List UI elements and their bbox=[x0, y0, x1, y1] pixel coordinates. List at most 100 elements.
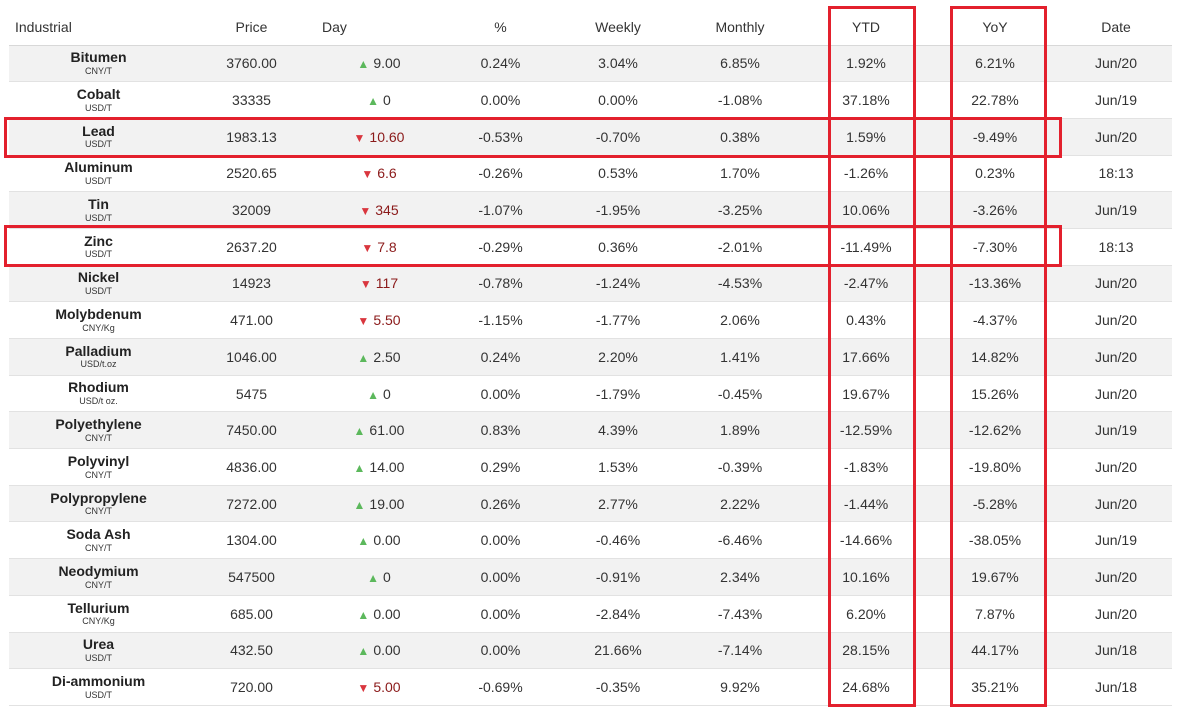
col-header-ytd[interactable]: YTD bbox=[802, 9, 930, 46]
commodity-cell[interactable]: Polyvinyl CNY/T bbox=[9, 448, 188, 486]
price-cell: 471.00 bbox=[188, 301, 315, 339]
triangle-down-icon: ▼ bbox=[361, 240, 374, 255]
ytd-cell: 37.18% bbox=[802, 81, 930, 119]
commodity-name[interactable]: Di-ammonium bbox=[51, 672, 146, 689]
commodity-name[interactable]: Bitumen bbox=[70, 49, 127, 66]
col-header-pct[interactable]: % bbox=[443, 9, 558, 46]
commodity-cell[interactable]: Molybdenum CNY/Kg bbox=[9, 301, 188, 339]
table-row[interactable]: Soda Ash CNY/T 1304.00 ▲ 0.00 0.00% -0.46% -6.4… bbox=[9, 521, 1172, 559]
commodity-name[interactable]: Rhodium bbox=[68, 379, 129, 396]
date-cell: Jun/20 bbox=[1060, 118, 1172, 156]
commodity-cell[interactable]: Urea USD/T bbox=[9, 632, 188, 669]
commodity-name[interactable]: Tin bbox=[88, 196, 109, 213]
monthly-cell: 9.92% bbox=[678, 668, 802, 706]
commodity-name[interactable]: Polypropylene bbox=[50, 489, 147, 506]
commodity-cell[interactable]: Zinc USD/T bbox=[9, 228, 188, 266]
day-change-cell: ▲ 0 bbox=[315, 81, 443, 119]
commodity-name[interactable]: Polyvinyl bbox=[67, 452, 130, 469]
commodity-cell[interactable]: Tin USD/T bbox=[9, 191, 188, 229]
yoy-cell: 14.82% bbox=[930, 338, 1060, 376]
table-header-row: Industrial Price Day % Weekly Monthly YT… bbox=[9, 9, 1172, 46]
table-row[interactable]: Nickel USD/T 14923 ▼ 117 -0.78% -1.24% -4.53% -2… bbox=[9, 265, 1172, 302]
commodity-name[interactable]: Lead bbox=[82, 122, 115, 139]
table-row[interactable]: Neodymium CNY/T 547500 ▲ 0 0.00% -0.91% 2.34% 10… bbox=[9, 558, 1172, 596]
day-change-cell: ▲ 0 bbox=[315, 375, 443, 412]
commodity-cell[interactable]: Bitumen CNY/T bbox=[9, 45, 188, 82]
table-row[interactable]: Molybdenum CNY/Kg 471.00 ▼ 5.50 -1.15% -1.77% 2… bbox=[9, 301, 1172, 339]
commodity-name[interactable]: Soda Ash bbox=[66, 526, 131, 543]
commodity-cell[interactable]: Rhodium USD/t oz. bbox=[9, 375, 188, 412]
price-cell: 1304.00 bbox=[188, 521, 315, 559]
monthly-cell: -7.14% bbox=[678, 632, 802, 669]
table-row[interactable]: Aluminum USD/T 2520.65 ▼ 6.6 -0.26% 0.53% 1.70%… bbox=[9, 155, 1172, 192]
table-row[interactable]: Tellurium CNY/Kg 685.00 ▲ 0.00 0.00% -2.84% -7.… bbox=[9, 595, 1172, 632]
commodity-unit: USD/T bbox=[85, 249, 112, 260]
commodity-unit: USD/T bbox=[85, 102, 112, 113]
day-change-cell: ▼ 6.6 bbox=[315, 155, 443, 192]
table-row[interactable]: Rhodium USD/t oz. 5475 ▲ 0 0.00% -1.79% -0.45% 1… bbox=[9, 375, 1172, 412]
col-header-date[interactable]: Date bbox=[1060, 9, 1172, 46]
col-header-weekly[interactable]: Weekly bbox=[558, 9, 678, 46]
commodity-cell[interactable]: Soda Ash CNY/T bbox=[9, 521, 188, 559]
commodity-cell[interactable]: Tellurium CNY/Kg bbox=[9, 595, 188, 632]
price-cell: 2520.65 bbox=[188, 155, 315, 192]
monthly-cell: 0.38% bbox=[678, 118, 802, 156]
commodity-name[interactable]: Urea bbox=[82, 636, 115, 653]
col-header-price[interactable]: Price bbox=[188, 9, 315, 46]
ytd-cell: 24.68% bbox=[802, 668, 930, 706]
table-row[interactable]: Cobalt USD/T 33335 ▲ 0 0.00% 0.00% -1.08% 37.18%… bbox=[9, 81, 1172, 119]
price-cell: 1046.00 bbox=[188, 338, 315, 376]
day-change-value: 0.00 bbox=[373, 642, 401, 659]
table-row[interactable]: Polyethylene CNY/T 7450.00 ▲ 61.00 0.83% 4.39%… bbox=[9, 411, 1172, 449]
commodity-cell[interactable]: Aluminum USD/T bbox=[9, 155, 188, 192]
table-row[interactable]: Polyvinyl CNY/T 4836.00 ▲ 14.00 0.29% 1.53% -0.… bbox=[9, 448, 1172, 486]
ytd-cell: 1.59% bbox=[802, 118, 930, 156]
pct-change-cell: 0.83% bbox=[443, 411, 558, 449]
weekly-cell: 3.04% bbox=[558, 45, 678, 82]
date-cell: Jun/20 bbox=[1060, 558, 1172, 596]
price-cell: 14923 bbox=[188, 265, 315, 302]
col-header-industrial[interactable]: Industrial bbox=[9, 9, 188, 46]
weekly-cell: -1.77% bbox=[558, 301, 678, 339]
day-change-cell: ▲ 0.00 bbox=[315, 521, 443, 559]
commodity-cell[interactable]: Nickel USD/T bbox=[9, 265, 188, 302]
col-header-yoy[interactable]: YoY bbox=[930, 9, 1060, 46]
commodity-name[interactable]: Aluminum bbox=[64, 159, 133, 176]
table-row[interactable]: Polypropylene CNY/T 7272.00 ▲ 19.00 0.26% 2.77… bbox=[9, 485, 1172, 522]
commodity-cell[interactable]: Neodymium CNY/T bbox=[9, 558, 188, 596]
commodity-name[interactable]: Nickel bbox=[77, 269, 120, 286]
table-row[interactable]: Bitumen CNY/T 3760.00 ▲ 9.00 0.24% 3.04% 6.85% 1… bbox=[9, 45, 1172, 82]
commodity-name[interactable]: Zinc bbox=[84, 232, 113, 249]
table-row[interactable]: Tin USD/T 32009 ▼ 345 -1.07% -1.95% -3.25% 10.06… bbox=[9, 191, 1172, 229]
yoy-cell: -3.26% bbox=[930, 191, 1060, 229]
commodity-name[interactable]: Neodymium bbox=[58, 562, 139, 579]
day-change-value: 345 bbox=[375, 202, 399, 219]
pct-change-cell: -0.26% bbox=[443, 155, 558, 192]
date-cell: Jun/20 bbox=[1060, 448, 1172, 486]
commodity-cell[interactable]: Lead USD/T bbox=[9, 118, 188, 156]
triangle-down-icon: ▼ bbox=[353, 130, 366, 145]
table-row[interactable]: Urea USD/T 432.50 ▲ 0.00 0.00% 21.66% -7.14% 28.… bbox=[9, 632, 1172, 669]
weekly-cell: 0.36% bbox=[558, 228, 678, 266]
commodity-name[interactable]: Cobalt bbox=[76, 85, 121, 102]
pct-change-cell: 0.29% bbox=[443, 448, 558, 486]
table-row[interactable]: Zinc USD/T 2637.20 ▼ 7.8 -0.29% 0.36% -2.01% -11… bbox=[9, 228, 1172, 266]
table-row[interactable]: Lead USD/T 1983.13 ▼ 10.60 -0.53% -0.70% 0.38% 1… bbox=[9, 118, 1172, 156]
commodity-cell[interactable]: Di-ammonium USD/T bbox=[9, 668, 188, 706]
commodity-name[interactable]: Tellurium bbox=[67, 599, 130, 616]
commodity-name[interactable]: Polyethylene bbox=[55, 416, 142, 433]
ytd-cell: -2.47% bbox=[802, 265, 930, 302]
table-row[interactable]: Palladium USD/t.oz 1046.00 ▲ 2.50 0.24% 2.20% 1… bbox=[9, 338, 1172, 376]
col-header-day[interactable]: Day bbox=[315, 9, 443, 46]
commodity-cell[interactable]: Palladium USD/t.oz bbox=[9, 338, 188, 376]
commodity-cell[interactable]: Polypropylene CNY/T bbox=[9, 485, 188, 522]
commodity-name[interactable]: Molybdenum bbox=[55, 306, 142, 323]
commodity-cell[interactable]: Cobalt USD/T bbox=[9, 81, 188, 119]
col-header-monthly[interactable]: Monthly bbox=[678, 9, 802, 46]
table-row[interactable]: Di-ammonium USD/T 720.00 ▼ 5.00 -0.69% -0.35% 9… bbox=[9, 668, 1172, 706]
pct-change-cell: 0.00% bbox=[443, 558, 558, 596]
monthly-cell: -3.25% bbox=[678, 191, 802, 229]
day-change-cell: ▲ 19.00 bbox=[315, 485, 443, 522]
commodity-cell[interactable]: Polyethylene CNY/T bbox=[9, 411, 188, 449]
commodity-name[interactable]: Palladium bbox=[65, 342, 132, 359]
